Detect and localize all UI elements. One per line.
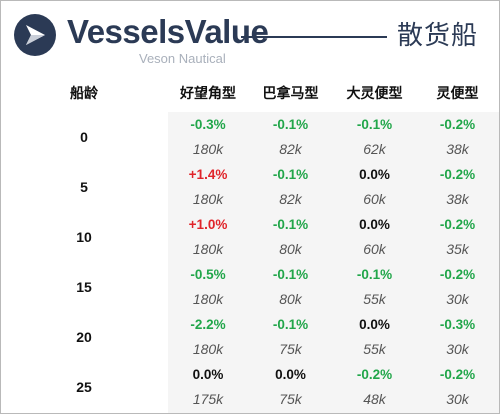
brand-subtitle: Veson Nautical xyxy=(139,51,226,66)
change-percent: 0.0% xyxy=(359,167,390,182)
page-title: 散货船 xyxy=(397,20,479,50)
vessel-value: 55k xyxy=(363,341,386,357)
table-row: -0.3% -0.1% -0.1% -0.2% 180k 82k 62k 38k xyxy=(168,112,499,162)
vesselsvalue-logo-icon xyxy=(14,14,56,56)
change-line: +1.4% -0.1% 0.0% -0.2% xyxy=(168,162,499,187)
value-line: 180k 82k 60k 38k xyxy=(168,187,499,212)
change-percent: -0.1% xyxy=(272,317,309,332)
table-row: +1.0% -0.1% 0.0% -0.2% 180k 80k 60k 35k xyxy=(168,212,499,262)
vessel-value: 62k xyxy=(363,141,386,157)
table-background xyxy=(168,112,499,413)
vessel-value: 48k xyxy=(363,391,386,407)
vessel-value: 82k xyxy=(279,141,302,157)
change-percent: -0.1% xyxy=(272,167,309,182)
change-line: 0.0% 0.0% -0.2% -0.2% xyxy=(168,362,499,387)
vessel-value: 55k xyxy=(363,291,386,307)
change-line: +1.0% -0.1% 0.0% -0.2% xyxy=(168,212,499,237)
age-label: 20 xyxy=(76,329,92,345)
value-line: 180k 80k 55k 30k xyxy=(168,287,499,312)
change-percent: -0.2% xyxy=(439,267,476,282)
change-line: -2.2% -0.1% 0.0% -0.3% xyxy=(168,312,499,337)
vessel-value: 80k xyxy=(279,241,302,257)
age-label: 15 xyxy=(76,279,92,295)
vessel-value: 82k xyxy=(279,191,302,207)
vessel-value: 30k xyxy=(446,341,469,357)
change-percent: -0.1% xyxy=(356,117,393,132)
change-line: -0.3% -0.1% -0.1% -0.2% xyxy=(168,112,499,137)
change-percent: 0.0% xyxy=(275,367,306,382)
age-label: 10 xyxy=(76,229,92,245)
age-column: 0 5 10 15 20 25 xyxy=(61,112,107,412)
vessel-value: 60k xyxy=(363,191,386,207)
change-percent: -0.1% xyxy=(272,117,309,132)
change-line: -0.5% -0.1% -0.1% -0.2% xyxy=(168,262,499,287)
table-row: -2.2% -0.1% 0.0% -0.3% 180k 75k 55k 30k xyxy=(168,312,499,362)
change-percent: +1.0% xyxy=(188,217,228,232)
vessel-value: 35k xyxy=(446,241,469,257)
header-divider xyxy=(241,36,387,38)
change-percent: -0.2% xyxy=(439,217,476,232)
vessel-value: 180k xyxy=(192,141,224,157)
table-row: 0.0% 0.0% -0.2% -0.2% 175k 75k 48k 30k xyxy=(168,362,499,412)
column-header-panamax: 巴拿马型 xyxy=(262,85,319,101)
value-line: 180k 82k 62k 38k xyxy=(168,137,499,162)
vessel-value: 180k xyxy=(192,291,224,307)
vessel-value: 80k xyxy=(279,291,302,307)
change-percent: +1.4% xyxy=(188,167,228,182)
age-label: 0 xyxy=(80,129,88,145)
vessel-value: 30k xyxy=(446,291,469,307)
vessel-value: 60k xyxy=(363,241,386,257)
change-percent: -0.3% xyxy=(439,317,476,332)
table-row: +1.4% -0.1% 0.0% -0.2% 180k 82k 60k 38k xyxy=(168,162,499,212)
age-label: 5 xyxy=(80,179,88,195)
header: VesselsValue Veson Nautical 散货船 xyxy=(1,1,499,73)
change-percent: -0.1% xyxy=(272,217,309,232)
change-percent: 0.0% xyxy=(359,317,390,332)
vessel-value: 180k xyxy=(192,241,224,257)
vessel-value: 180k xyxy=(192,191,224,207)
change-percent: -0.5% xyxy=(190,267,226,282)
vessel-value: 75k xyxy=(279,391,302,407)
change-percent: 0.0% xyxy=(192,367,224,382)
age-column-header: 船龄 xyxy=(70,85,98,101)
vessel-value: 180k xyxy=(192,341,224,357)
table-row: -0.5% -0.1% -0.1% -0.2% 180k 80k 55k 30k xyxy=(168,262,499,312)
values-table: -0.3% -0.1% -0.1% -0.2% 180k 82k 62k 38k +1.4% -0… xyxy=(168,112,499,412)
column-header-supramax: 大灵便型 xyxy=(346,85,403,101)
change-percent: -0.1% xyxy=(356,267,393,282)
change-percent: -0.2% xyxy=(439,367,476,382)
vessel-value: 38k xyxy=(446,141,469,157)
change-percent: -0.2% xyxy=(439,117,476,132)
value-line: 180k 80k 60k 35k xyxy=(168,237,499,262)
change-percent: -0.3% xyxy=(190,117,226,132)
change-percent: -2.2% xyxy=(190,317,226,332)
change-percent: -0.2% xyxy=(439,167,476,182)
vessel-value: 30k xyxy=(446,391,469,407)
brand-name: VesselsValue xyxy=(67,13,269,50)
change-percent: 0.0% xyxy=(359,217,390,232)
vessel-value: 175k xyxy=(192,391,224,407)
value-line: 180k 75k 55k 30k xyxy=(168,337,499,362)
value-line: 175k 75k 48k 30k xyxy=(168,387,499,412)
age-label: 25 xyxy=(76,379,92,395)
change-percent: -0.2% xyxy=(356,367,393,382)
vessel-value: 38k xyxy=(446,191,469,207)
change-percent: -0.1% xyxy=(272,267,309,282)
vessel-value: 75k xyxy=(279,341,302,357)
column-header-capesize: 好望角型 xyxy=(180,85,236,101)
column-header-handysize: 灵便型 xyxy=(436,85,479,101)
